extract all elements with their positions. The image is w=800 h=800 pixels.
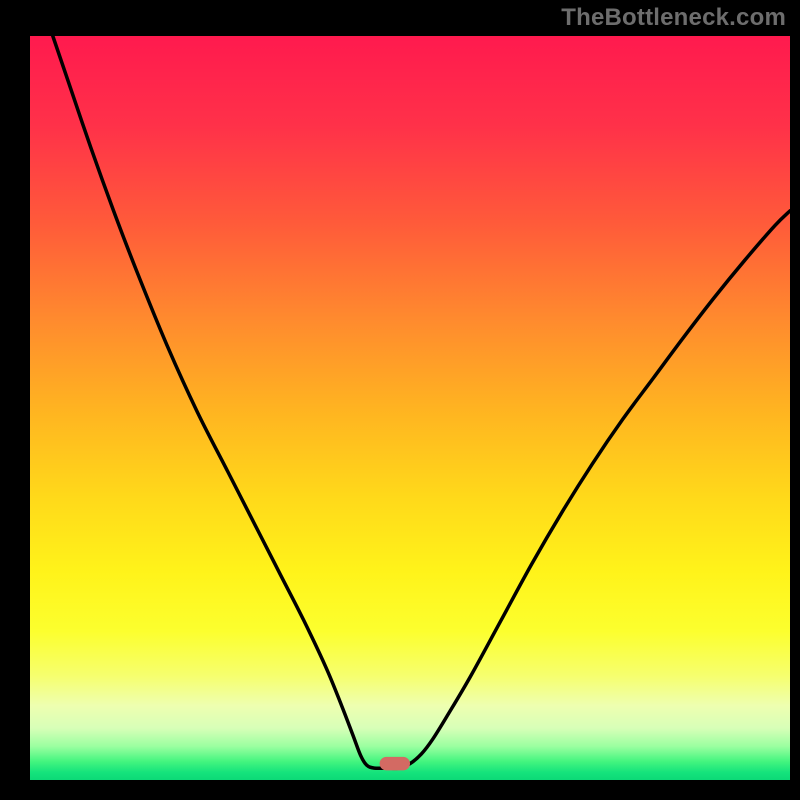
optimal-marker <box>380 757 410 770</box>
chart-frame: TheBottleneck.com <box>0 0 800 800</box>
watermark-text: TheBottleneck.com <box>561 4 786 32</box>
plot-background <box>30 36 790 780</box>
bottleneck-chart <box>0 0 800 800</box>
